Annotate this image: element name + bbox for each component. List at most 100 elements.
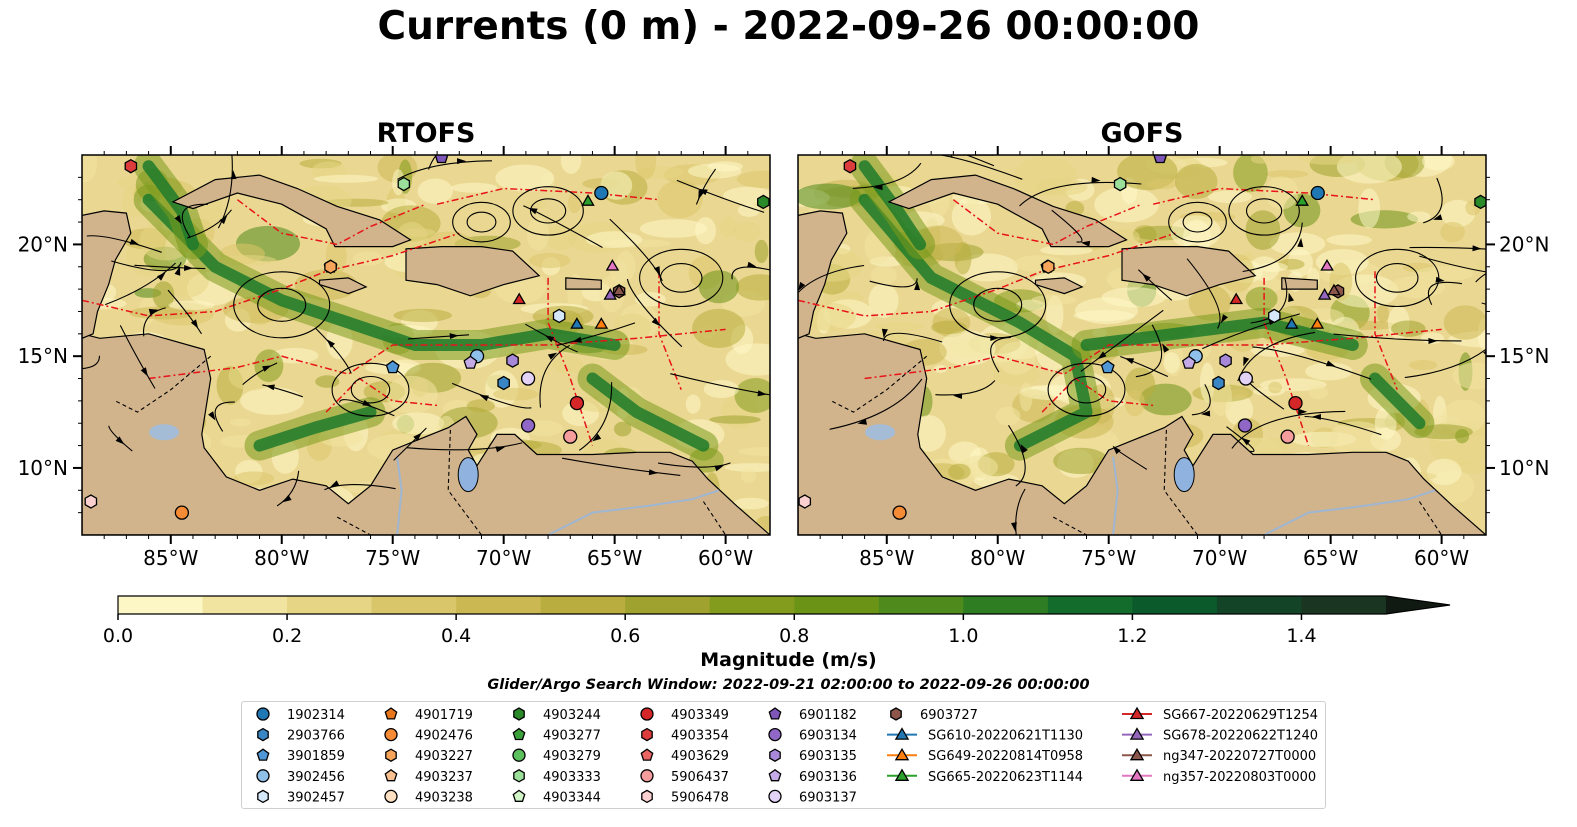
land-hispaniola [405,246,541,297]
streamlines [82,155,770,507]
float-markers [84,155,770,520]
legend-item: 6903135 [769,748,857,764]
legend-item: 4903344 [512,789,601,805]
x-tick-label: 85°W [143,546,198,570]
marker-ng347-20220727T0000 [1327,283,1341,296]
legend-item: 4903277 [512,727,601,744]
legend-marker [1129,727,1145,740]
legend-label: 4903333 [543,770,601,785]
land-puerto-rico [565,277,602,290]
lake-maracaibo [1173,457,1195,493]
legend-item: 1902314 [256,707,345,723]
y-tick-label: 10°N [1499,456,1549,480]
marker-6903135 [1219,353,1232,368]
colorbar-segment [287,596,373,614]
colorbar-segment [709,596,795,614]
legend-marker [256,769,270,783]
marker-SG610-20220621T1130 [570,317,584,329]
marker-3901859 [1100,360,1115,374]
marker-3902457 [552,308,566,324]
y-tick-label: 10°N [18,456,68,480]
marker-6903135 [506,353,519,368]
legend-item: 2903766 [257,727,345,744]
legend-marker [512,727,526,741]
legend-marker [768,789,782,804]
land-yucatan [798,210,848,339]
legend-marker [256,748,270,761]
colorbar-segment [963,596,1049,614]
colorbar-tick-label: 1.2 [1117,625,1147,647]
legend-marker [257,727,269,742]
marker-6903134 [1237,418,1253,433]
legend-item: 4901719 [384,707,473,723]
colorbar-tick-label: 0.0 [103,625,133,647]
colorbar-segment [118,596,204,614]
land-cuba [171,174,412,248]
legend-item: 6903134 [768,727,857,744]
colorbar-tick-label: 1.0 [948,625,978,647]
marker-1902314 [594,185,609,201]
marker-4903333 [397,176,411,192]
marker-6901182 [434,155,449,164]
marker-4903244 [757,194,770,210]
legend-marker [257,789,269,804]
x-tick-label: 70°W [1192,546,1247,570]
legend-label: 4903244 [543,708,601,723]
legend-label: 3902457 [287,790,345,805]
x-tick-label: 60°W [1414,546,1469,570]
marker-3902457 [1268,308,1281,324]
legend-item: 3902456 [256,769,345,785]
search-window-text: Glider/Argo Search Window: 2022-09-21 02… [487,677,1090,693]
legend-label: 6901182 [799,708,857,723]
marker-4903244 [1474,194,1486,210]
legend-marker [512,748,526,762]
legend-item: 5906478 [641,789,729,805]
marker-5906478 [798,494,812,509]
legend-marker [385,748,397,762]
legend-item: 6903136 [768,768,857,785]
legend-item: 4903227 [385,748,473,764]
legend-item: SG649-20220814T0958 [887,747,1083,764]
land-florida [952,155,995,156]
x-tick-label: 60°W [698,546,753,570]
legend-marker [384,789,398,804]
legend-marker [894,727,910,740]
marker-5906437 [563,429,578,444]
marker-SG678-20220622T1240 [1317,287,1332,300]
marker-4902476 [174,505,190,520]
x-tick-label: 80°W [254,546,309,570]
legend-marker [512,789,526,802]
legend-marker [640,769,654,783]
legend-item: 6903727 [890,707,978,723]
legend-label: SG665-20220623T1144 [928,770,1083,785]
legend-marker [256,707,270,721]
map-panel-1: 85°W 80°W 75°W 70°W 65°W 60°W 10°N 15°N 20°N [18,146,771,570]
legend-item: ng347-20220727T0000 [1122,747,1316,764]
legend-label: 4902476 [415,729,473,744]
legend-label: 3901859 [287,749,345,764]
legend-marker [513,769,525,783]
legend-label: 2903766 [287,729,345,744]
legend-item: SG667-20220629T1254 [1122,706,1318,723]
y-tick-label: 20°N [1499,232,1549,256]
colorbar-segment [456,596,542,614]
legend-marker [640,748,654,761]
legend-marker [769,748,781,762]
marker-4902476 [892,505,907,520]
legend-label: 1902314 [287,708,345,723]
legend-label: 4903237 [415,770,473,785]
legend-label: 3902456 [287,770,345,785]
legend-label: 4903354 [671,729,729,744]
y-tick-label: 20°N [18,232,68,256]
legend-marker [1129,768,1145,781]
marker-6903136 [1181,355,1196,369]
legend-svg: 1902314 2903766 3901859 3902456 3902457 49017… [256,706,1318,805]
y-tick-label: 15°N [18,344,68,368]
marker-6903137 [520,371,536,386]
marker-SG610-20220621T1130 [1284,317,1299,329]
colorbar-segment [878,596,964,614]
legend-item: 4902476 [384,727,473,744]
main-title: Currents (0 m) - 2022-09-26 00:00:00 [377,4,1200,49]
marker-SG665-20220623T1144 [581,194,595,206]
colorbar-segment [1047,596,1133,614]
